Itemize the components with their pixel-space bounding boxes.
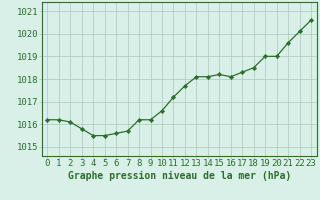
X-axis label: Graphe pression niveau de la mer (hPa): Graphe pression niveau de la mer (hPa) (68, 171, 291, 181)
